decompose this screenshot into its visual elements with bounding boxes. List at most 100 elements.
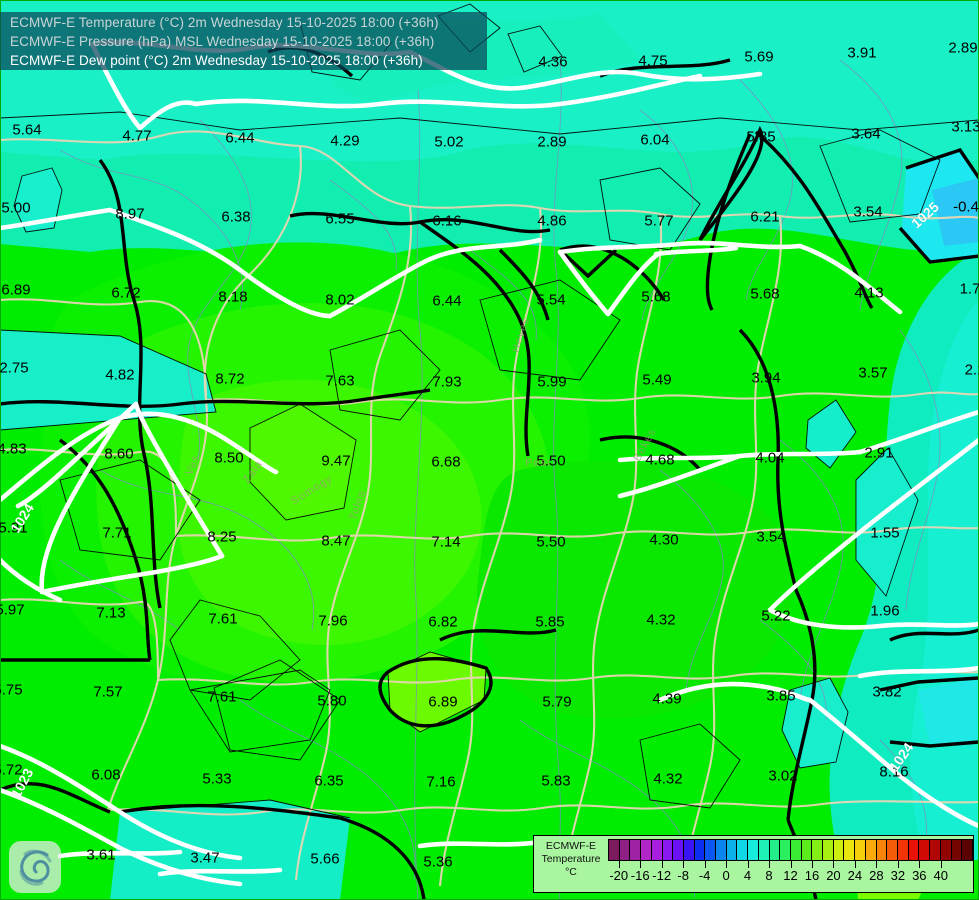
- colorbar-swatch: [801, 840, 813, 860]
- legend-caption-field: Temperature: [541, 853, 601, 865]
- dew-point-value: 4.77: [122, 127, 152, 145]
- colorbar-swatch: [833, 840, 845, 860]
- colorbar-ticks: -20 -16 -12 -8 -4 0 4 8 12 16 20 24 28 32 36 40: [608, 861, 973, 887]
- colorbar-swatch: [855, 840, 866, 860]
- dew-point-value: 7.14: [431, 533, 461, 551]
- colorbar-tick-mark: [661, 861, 663, 868]
- colorbar-tick-mark: [640, 861, 642, 868]
- dew-point-value: 5.54: [536, 291, 566, 309]
- dew-point-value: 4.13: [854, 284, 884, 302]
- colorbar-tick-mark: [769, 861, 771, 868]
- dew-point-value: 5.79: [542, 693, 572, 711]
- dew-point-value: 4.04: [755, 449, 785, 467]
- dew-point-value: 6.21: [750, 208, 780, 226]
- spiral-icon: [19, 849, 52, 886]
- dew-point-value: 3.94: [751, 369, 781, 387]
- colorbar-swatch: [726, 840, 738, 860]
- dew-point-value: 6.35: [314, 772, 344, 790]
- colorbar-swatch: [865, 840, 877, 860]
- temperature-pocket-cool-cr2: [806, 400, 856, 468]
- colorbar-tick-label: -12: [652, 868, 672, 883]
- dew-point-value: 2.91: [864, 444, 894, 462]
- dew-point-value: 6.89: [1, 281, 31, 299]
- dew-point-value: 5.49: [642, 371, 672, 389]
- colorbar-tick-label: -4: [698, 868, 711, 883]
- dew-point-value: 6.55: [325, 210, 355, 228]
- colorbar-swatch: [897, 840, 909, 860]
- title-line-temperature: ECMWF-E Temperature (°C) 2m Wednesday 15…: [10, 14, 439, 30]
- dew-point-value: 5.91: [0, 519, 28, 537]
- colorbar-tick-label: 40: [933, 868, 949, 883]
- dew-point-value: 6.16: [432, 212, 462, 230]
- colorbar-swatch: [769, 840, 781, 860]
- dew-point-value: 6.08: [91, 766, 121, 784]
- dew-point-value: 2.89: [537, 133, 567, 151]
- colorbar-swatch: [876, 840, 888, 860]
- colorbar-swatch: [619, 840, 631, 860]
- dew-point-value: 7.16: [426, 773, 456, 791]
- colorbar-tick-mark: [854, 861, 856, 868]
- pressure-isobars: [0, 39, 979, 887]
- dew-point-value: 2.75: [0, 359, 29, 377]
- dew-point-value: 5.66: [310, 850, 340, 868]
- dew-point-value: 5.69: [744, 48, 774, 66]
- colorbar-tick-label: 16: [804, 868, 820, 883]
- colorbar-swatches: [608, 839, 973, 861]
- dew-point-value: 7.63: [325, 372, 355, 390]
- colorbar-tick-label: -16: [630, 868, 650, 883]
- colorbar-swatch: [951, 840, 963, 860]
- colorbar-swatch: [683, 840, 695, 860]
- colorbar-tick-label: -20: [609, 868, 629, 883]
- logo-watermark: [9, 841, 61, 893]
- dew-point-value: 7.71: [102, 524, 132, 542]
- dew-point-value: 8.16: [879, 763, 909, 781]
- dew-point-value: 6.04: [640, 131, 670, 149]
- dew-point-value: 4.86: [537, 212, 567, 230]
- dew-point-value: 8.50: [214, 449, 244, 467]
- colorbar-tick-mark: [876, 861, 878, 868]
- dew-point-value: 3.64: [851, 125, 881, 143]
- colorbar-swatch: [748, 840, 759, 860]
- dew-point-value: 5.64: [12, 121, 42, 139]
- dew-point-value: 3.82: [872, 683, 902, 701]
- colorbar-swatch: [780, 840, 791, 860]
- dew-point-value: 3.13: [951, 118, 979, 136]
- colorbar-tick-label: 4: [743, 868, 752, 883]
- dew-point-value: 7.96: [318, 612, 348, 630]
- colorbar-swatch: [887, 840, 898, 860]
- dew-point-value: 5.68: [641, 288, 671, 306]
- colorbar-swatch: [844, 840, 856, 860]
- colorbar-swatch: [930, 840, 941, 860]
- dew-point-value: 7.57: [93, 683, 123, 701]
- colorbar-tick-label: 24: [847, 868, 863, 883]
- dew-point-value: 1.96: [870, 602, 900, 620]
- dew-point-value: 8.97: [115, 205, 145, 223]
- dew-point-value: 6.68: [431, 453, 461, 471]
- dew-point-value: 6.82: [428, 613, 458, 631]
- colorbar-swatch: [641, 840, 652, 860]
- dew-point-value: 8.18: [218, 288, 248, 306]
- colorbar-tick-label: 12: [783, 868, 798, 883]
- dew-point-value: 5.75: [0, 681, 23, 699]
- colorbar-tick-mark: [940, 861, 942, 868]
- colorbar-swatch: [673, 840, 684, 860]
- colorbar-swatch: [790, 840, 802, 860]
- colorbar-swatch: [962, 840, 972, 860]
- dew-point-value: 4.75: [638, 52, 668, 70]
- region-name-label: Pest: [524, 457, 552, 469]
- temperature-pocket-coldest-ne: [932, 178, 979, 246]
- colorbar-tick-mark: [833, 861, 835, 868]
- dew-point-value: 5.36: [423, 853, 453, 871]
- dew-point-value: 4.83: [0, 440, 27, 458]
- colorbar-swatch: [609, 840, 620, 860]
- colorbar-tick-mark: [704, 861, 706, 868]
- legend-caption-model: ECMWF-E: [545, 840, 597, 852]
- dew-point-value: 4.39: [652, 690, 682, 708]
- colorbar-tick-label: 20: [826, 868, 841, 883]
- colorbar-swatch: [919, 840, 931, 860]
- dew-point-value: 6.38: [221, 208, 251, 226]
- colorbar-tick-label: 0: [722, 868, 730, 883]
- temperature-pocket-cool-nw2: [14, 168, 62, 232]
- temperature-pocket-cool-s: [782, 678, 848, 768]
